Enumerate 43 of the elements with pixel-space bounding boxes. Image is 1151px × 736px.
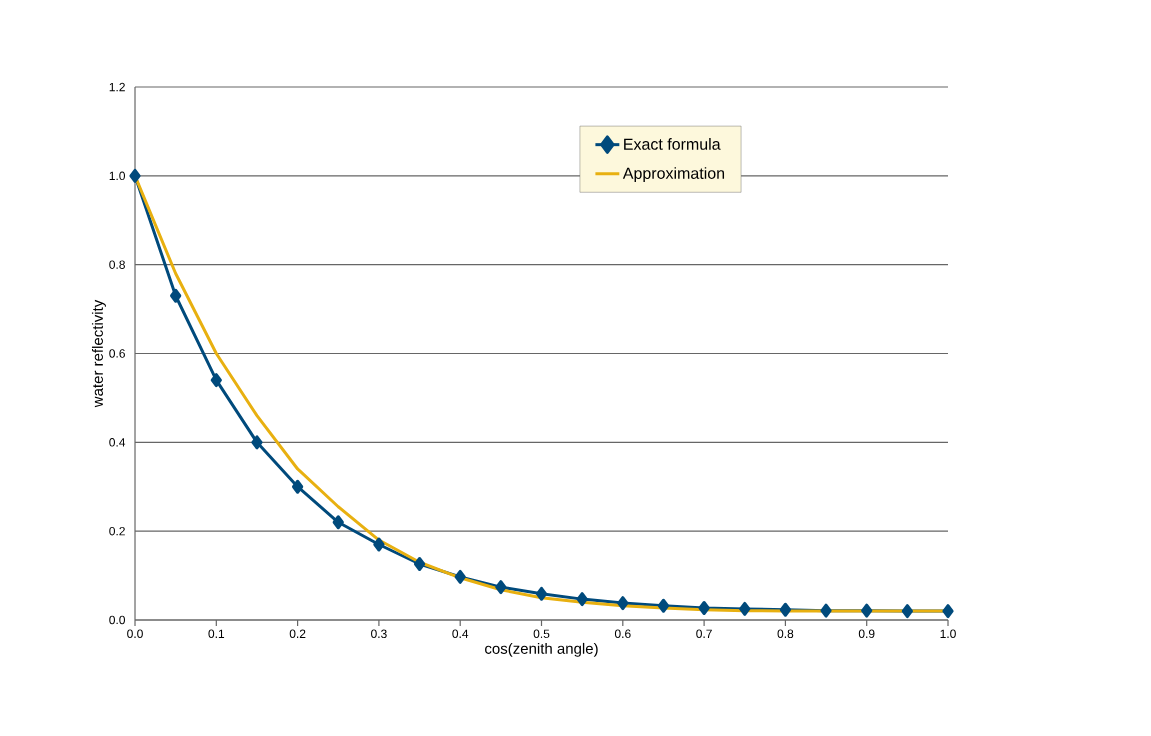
x-tick-label: 0.7 xyxy=(696,629,712,639)
x-tick-label: 0.8 xyxy=(777,629,794,639)
point xyxy=(413,557,426,572)
y-tick-label: 0.0 xyxy=(109,615,126,625)
point xyxy=(129,168,141,183)
x-tick-label: 0.4 xyxy=(452,629,469,639)
point xyxy=(210,373,222,388)
x-tick-label: 0.0 xyxy=(127,629,143,639)
y-tick-label: 0.8 xyxy=(109,260,125,269)
point xyxy=(332,515,344,530)
point xyxy=(576,592,588,607)
y-tick-label: 0.2 xyxy=(109,526,125,536)
point xyxy=(373,537,385,552)
point xyxy=(454,569,466,584)
point xyxy=(901,604,913,619)
point xyxy=(739,601,751,616)
x-tick-label: 0.3 xyxy=(371,629,387,639)
y-tick-label: 1.0 xyxy=(109,171,126,181)
point xyxy=(170,288,182,303)
y-tick-label: 0.4 xyxy=(109,438,126,447)
x-tick-label: 0.6 xyxy=(614,629,631,639)
x-tick-label: 0.2 xyxy=(289,629,306,639)
x-tick-label: 0.9 xyxy=(858,629,875,639)
point xyxy=(291,479,304,494)
y-tick-label: 1.2 xyxy=(109,82,125,92)
point xyxy=(535,586,548,601)
point xyxy=(617,596,629,611)
x-tick-label: 1.0 xyxy=(940,629,956,639)
point xyxy=(820,603,832,618)
point xyxy=(251,435,263,450)
point xyxy=(779,602,792,617)
point xyxy=(698,600,710,615)
point xyxy=(657,598,670,613)
x-axis-title: cos(zenith angle) xyxy=(485,642,598,657)
x-tick-label: 0.1 xyxy=(208,629,225,639)
y-axis-title: water reflectivity xyxy=(91,299,106,408)
x-tick-label: 0.5 xyxy=(533,629,550,639)
legend-label: Approximation xyxy=(622,167,725,183)
point xyxy=(861,603,873,618)
y-tick-label: 0.6 xyxy=(109,349,125,358)
point xyxy=(942,604,954,619)
point xyxy=(495,580,507,595)
legend-label: Exact formula xyxy=(624,138,721,150)
